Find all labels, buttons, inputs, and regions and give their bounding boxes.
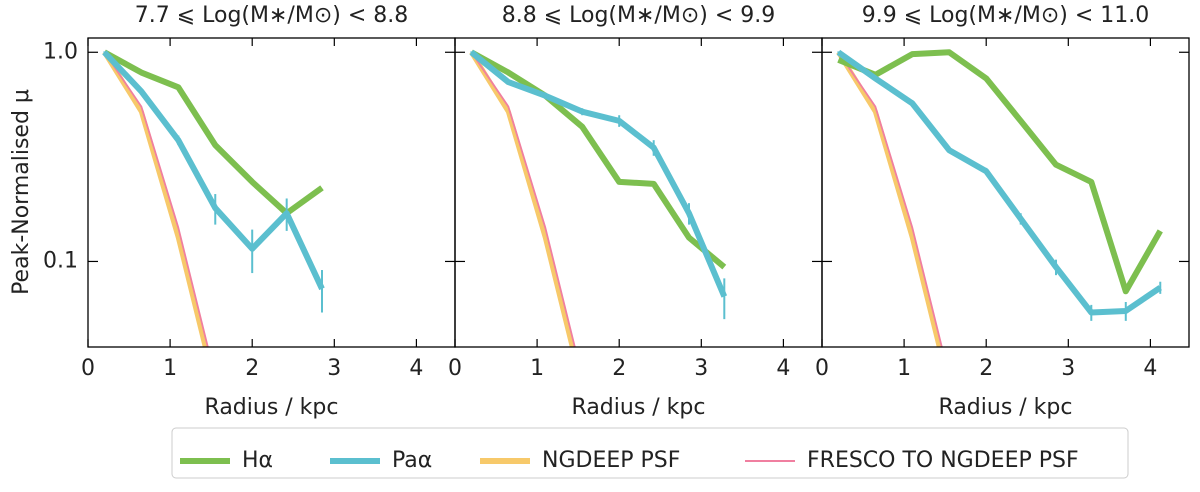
x-axis-label: Radius / kpc	[205, 395, 339, 420]
x-tick-label: 0	[815, 356, 829, 381]
plot-area	[102, 49, 325, 347]
x-axis-label: Radius / kpc	[939, 395, 1073, 420]
x-tick-label: 0	[81, 356, 95, 381]
y-axis-label: Peak-Normalised μ	[9, 89, 34, 295]
x-tick-label: 1	[163, 356, 177, 381]
series-line	[836, 49, 1162, 316]
x-tick-label: 3	[1061, 356, 1075, 381]
legend-label: FRESCO TO NGDEEP PSF	[807, 448, 1079, 473]
legend-label: Paα	[392, 448, 432, 473]
x-tick-label: 2	[245, 356, 259, 381]
x-tick-label: 4	[1143, 356, 1157, 381]
y-tick-label: 1.0	[43, 39, 78, 64]
series-line	[102, 49, 324, 217]
x-tick-label: 1	[897, 356, 911, 381]
x-tick-label: 3	[327, 356, 341, 381]
x-tick-label: 1	[530, 356, 544, 381]
axes-frame	[87, 37, 456, 348]
series-line	[469, 49, 728, 298]
plot-area	[469, 49, 728, 347]
series-line	[102, 50, 208, 347]
x-tick-label: 4	[776, 356, 790, 381]
x-tick-label: 2	[979, 356, 993, 381]
series-line	[102, 50, 325, 291]
panel-title: 9.9 ⩽ Log(M∗/M⊙) < 11.0	[862, 3, 1150, 28]
panel-title: 7.7 ⩽ Log(M∗/M⊙) < 8.8	[135, 3, 409, 28]
series-line	[837, 51, 943, 347]
legend-label: NGDEEP PSF	[542, 448, 680, 473]
legend-label: Hα	[242, 448, 273, 473]
panel-title: 8.8 ⩽ Log(M∗/M⊙) < 9.9	[502, 3, 776, 28]
x-tick-label: 2	[612, 356, 626, 381]
plot-area	[836, 49, 1163, 347]
series-line	[469, 49, 727, 270]
series-line	[837, 49, 1163, 295]
x-tick-label: 3	[694, 356, 708, 381]
series-line	[469, 50, 575, 347]
x-axis-label: Radius / kpc	[572, 395, 706, 420]
series-line	[470, 51, 576, 347]
series-line	[103, 51, 209, 347]
x-tick-label: 4	[409, 356, 423, 381]
axes-frame	[821, 37, 1190, 348]
y-tick-label: 0.1	[43, 248, 78, 273]
x-tick-label: 0	[448, 356, 462, 381]
legend	[171, 427, 1129, 479]
series-line	[836, 50, 942, 347]
